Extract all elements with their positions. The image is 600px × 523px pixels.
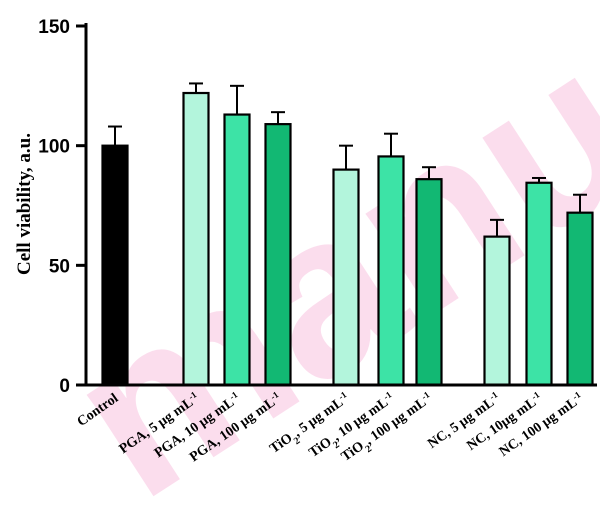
bar [264,123,292,387]
axes-group [84,23,597,387]
bar [223,113,251,387]
category-subscript: 2 [292,435,302,447]
bar [332,168,360,387]
bar [483,235,511,387]
y-axis-label: Cell viability, a.u. [14,133,35,275]
y-tick-label: 0 [59,376,70,397]
category-subscript: 2 [363,443,373,455]
bar [415,178,443,387]
bar [182,91,210,387]
bar [101,144,129,387]
y-tick-label: 100 [38,137,70,158]
bar [566,211,594,387]
category-subscript: 2 [331,439,341,451]
bar [377,155,405,387]
y-ticks-group: 0 50 100 150 [38,17,86,397]
y-tick-label: 50 [49,256,70,277]
category-text: TiO [339,439,367,465]
y-tick-label: 150 [38,17,70,38]
bar [525,181,553,387]
